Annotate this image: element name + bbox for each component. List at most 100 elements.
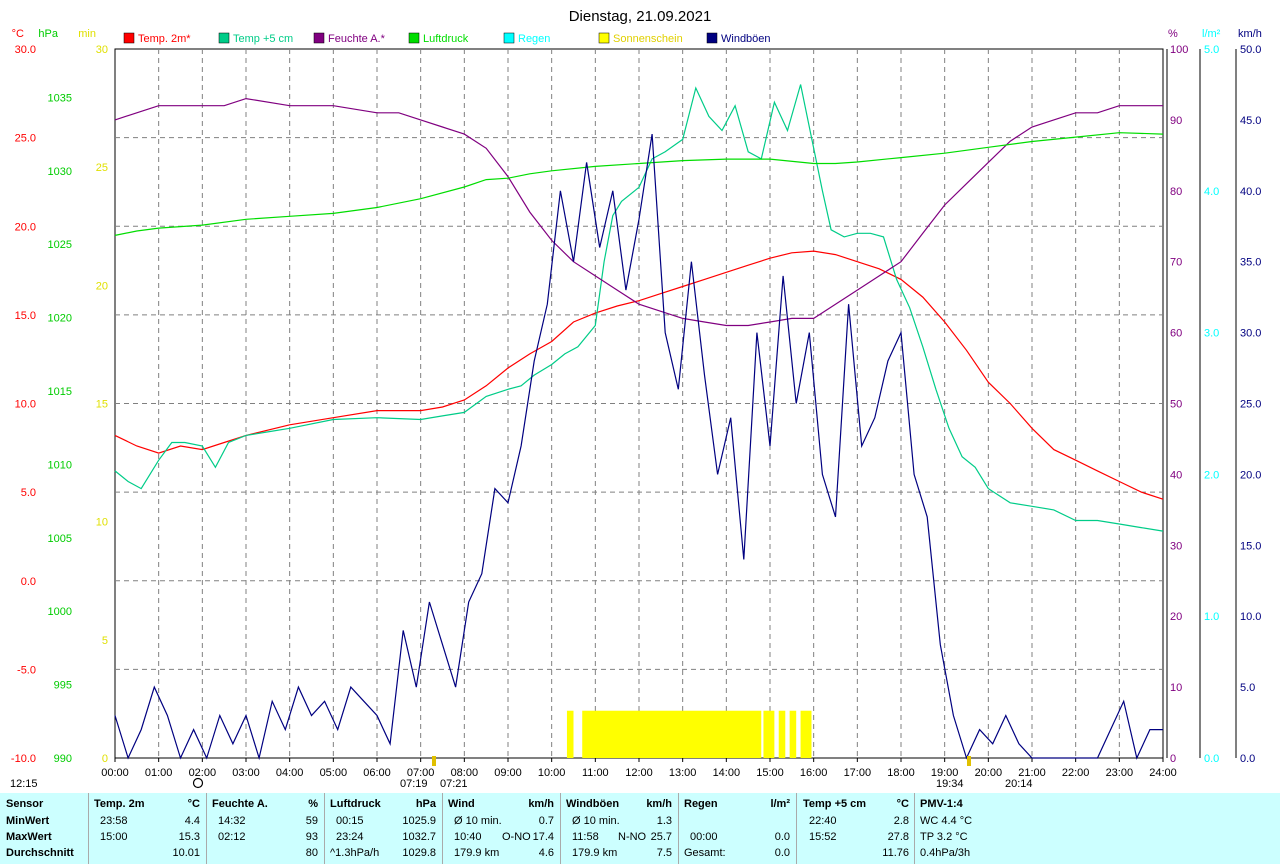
wind-axis-tick-label: 20.0: [1240, 469, 1261, 481]
stats-temp5-max-value: 27.8: [887, 831, 909, 843]
x-tick-label: 05:00: [320, 767, 348, 779]
temp-axis-unit: °C: [12, 28, 24, 40]
legend-label: Regen: [518, 33, 550, 45]
humidity-axis-unit: %: [1168, 28, 1178, 40]
humidity-axis-tick-label: 80: [1170, 186, 1182, 198]
legend-swatch: [218, 32, 230, 44]
stats-temp2m-max-time: 15:00: [100, 831, 128, 843]
sunshine-bar: [800, 710, 812, 758]
stats-pressure-unit: hPa: [415, 798, 436, 810]
stats-wind-title: Wind: [448, 798, 475, 810]
stats-pmv-windchill: WC 4.4 °C: [920, 815, 973, 827]
wind-axis-tick-label: 45.0: [1240, 115, 1261, 127]
stats-wind-max-time: 10:40: [454, 831, 482, 843]
stats-separator: [324, 793, 325, 864]
stats-separator: [442, 793, 443, 864]
sunrise-label: 07:19: [400, 778, 428, 790]
legend-swatch: [313, 32, 325, 44]
pressure-axis-tick-label: 995: [54, 680, 72, 692]
stats-temp2m-min-time: 23:58: [100, 815, 128, 827]
stats-pressure-avg: 1029.8: [402, 847, 436, 859]
x-tick-label: 14:00: [713, 767, 741, 779]
x-tick-label: 04:00: [276, 767, 304, 779]
stats-humidity-max-value: 93: [305, 831, 318, 843]
x-tick-label: 02:00: [189, 767, 217, 779]
x-tick-label: 16:00: [800, 767, 828, 779]
stats-panel: Sensor MinWert MaxWert Durchschnitt Temp…: [0, 793, 1280, 864]
moonset-label: 20:14: [1005, 778, 1033, 790]
sunshine-bar: [789, 710, 797, 758]
wind-axis-tick-label: 15.0: [1240, 540, 1261, 552]
legend-label: Temp. 2m*: [138, 33, 191, 45]
stats-humidity-min-time: 14:32: [218, 815, 246, 827]
sunshine-bar: [778, 710, 786, 758]
wind-axis-tick-label: 50.0: [1240, 44, 1261, 56]
stats-temp5-title: Temp +5 cm: [803, 798, 867, 810]
sunshine-axis-tick-label: 5: [102, 635, 108, 647]
pressure-axis-unit: hPa: [38, 28, 58, 40]
moon-phase-icon: [192, 777, 204, 789]
stats-temp2m-unit: °C: [187, 798, 200, 810]
temp-axis-tick-label: -10.0: [11, 753, 36, 765]
stats-separator: [796, 793, 797, 864]
rain-axis-tick-label: 0.0: [1204, 753, 1219, 765]
stats-rain-total-value: 0.0: [774, 847, 790, 859]
x-tick-label: 23:00: [1106, 767, 1134, 779]
stats-gust-avg10-label: Ø 10 min.: [572, 815, 620, 827]
stats-gust-avg10-value: 1.3: [656, 815, 672, 827]
rain-axis-tick-label: 2.0: [1204, 469, 1219, 481]
wind-axis-tick-label: 10.0: [1240, 611, 1261, 623]
x-tick-label: 00:00: [101, 767, 129, 779]
stats-wind-unit: km/h: [528, 798, 554, 810]
wind-axis-tick-label: 5.0: [1240, 682, 1255, 694]
stats-wind-avg10-label: Ø 10 min.: [454, 815, 502, 827]
temp-axis-tick-label: 15.0: [15, 310, 36, 322]
x-tick-label: 10:00: [538, 767, 566, 779]
stats-humidity-avg: 80: [305, 847, 318, 859]
stats-pressure-title: Luftdruck: [330, 798, 381, 810]
stats-min-label: MinWert: [6, 815, 50, 827]
legend-swatch: [123, 32, 135, 44]
stats-temp5-unit: °C: [896, 798, 909, 810]
temp-axis-tick-label: 10.0: [15, 399, 36, 411]
stats-gust-unit: km/h: [646, 798, 672, 810]
humidity-axis-tick-label: 40: [1170, 469, 1182, 481]
x-tick-label: 21:00: [1018, 767, 1046, 779]
rain-axis-tick-label: 3.0: [1204, 328, 1219, 340]
stats-temp2m-title: Temp. 2m: [94, 798, 145, 810]
stats-wind-avg10-value: 0.7: [538, 815, 554, 827]
stats-pressure-max-value: 1032.7: [402, 831, 436, 843]
humidity-axis-tick-label: 10: [1170, 682, 1182, 694]
sunshine-axis-tick-label: 0: [102, 753, 108, 765]
stats-humidity-title: Feuchte A.: [212, 798, 268, 810]
stats-col-pressure: Luftdruck hPa 00:15 1025.9 23:24 1032.7 …: [330, 793, 436, 864]
stats-separator: [560, 793, 561, 864]
legend-label: Windböen: [721, 33, 771, 45]
stats-pressure-max-time: 23:24: [336, 831, 364, 843]
stats-max-label: MaxWert: [6, 831, 52, 843]
chart-title: Dienstag, 21.09.2021: [569, 8, 712, 25]
stats-avg-label: Durchschnitt: [6, 847, 74, 859]
x-tick-label: 22:00: [1062, 767, 1090, 779]
stats-sensor-title: Sensor: [6, 798, 44, 810]
temp-axis-tick-label: 0.0: [21, 576, 36, 588]
rain-axis-tick-label: 1.0: [1204, 611, 1219, 623]
x-tick-label: 08:00: [451, 767, 479, 779]
stats-pressure-min-time: 00:15: [336, 815, 364, 827]
humidity-axis-tick-label: 50: [1170, 399, 1182, 411]
x-tick-label: 19:00: [931, 767, 959, 779]
stats-wind-avg: 4.6: [538, 847, 554, 859]
sunset-marker-icon: [967, 756, 971, 766]
stats-temp5-min-time: 22:40: [809, 815, 837, 827]
humidity-axis-tick-label: 100: [1170, 44, 1188, 56]
wind-axis-tick-label: 40.0: [1240, 186, 1261, 198]
stats-wind-distance: 179.9 km: [454, 847, 500, 859]
sunshine-axis-tick-label: 25: [96, 162, 108, 174]
x-tick-label: 17:00: [844, 767, 872, 779]
x-tick-label: 15:00: [756, 767, 784, 779]
stats-gust-distance: 179.9 km: [572, 847, 618, 859]
stats-col-wind: Wind km/h Ø 10 min. 0.7 10:40 O-NO 17.4 …: [448, 793, 554, 864]
series-line: [114, 97, 1163, 327]
legend-label: Luftdruck: [423, 33, 469, 45]
temp-axis-tick-label: -5.0: [17, 664, 36, 676]
